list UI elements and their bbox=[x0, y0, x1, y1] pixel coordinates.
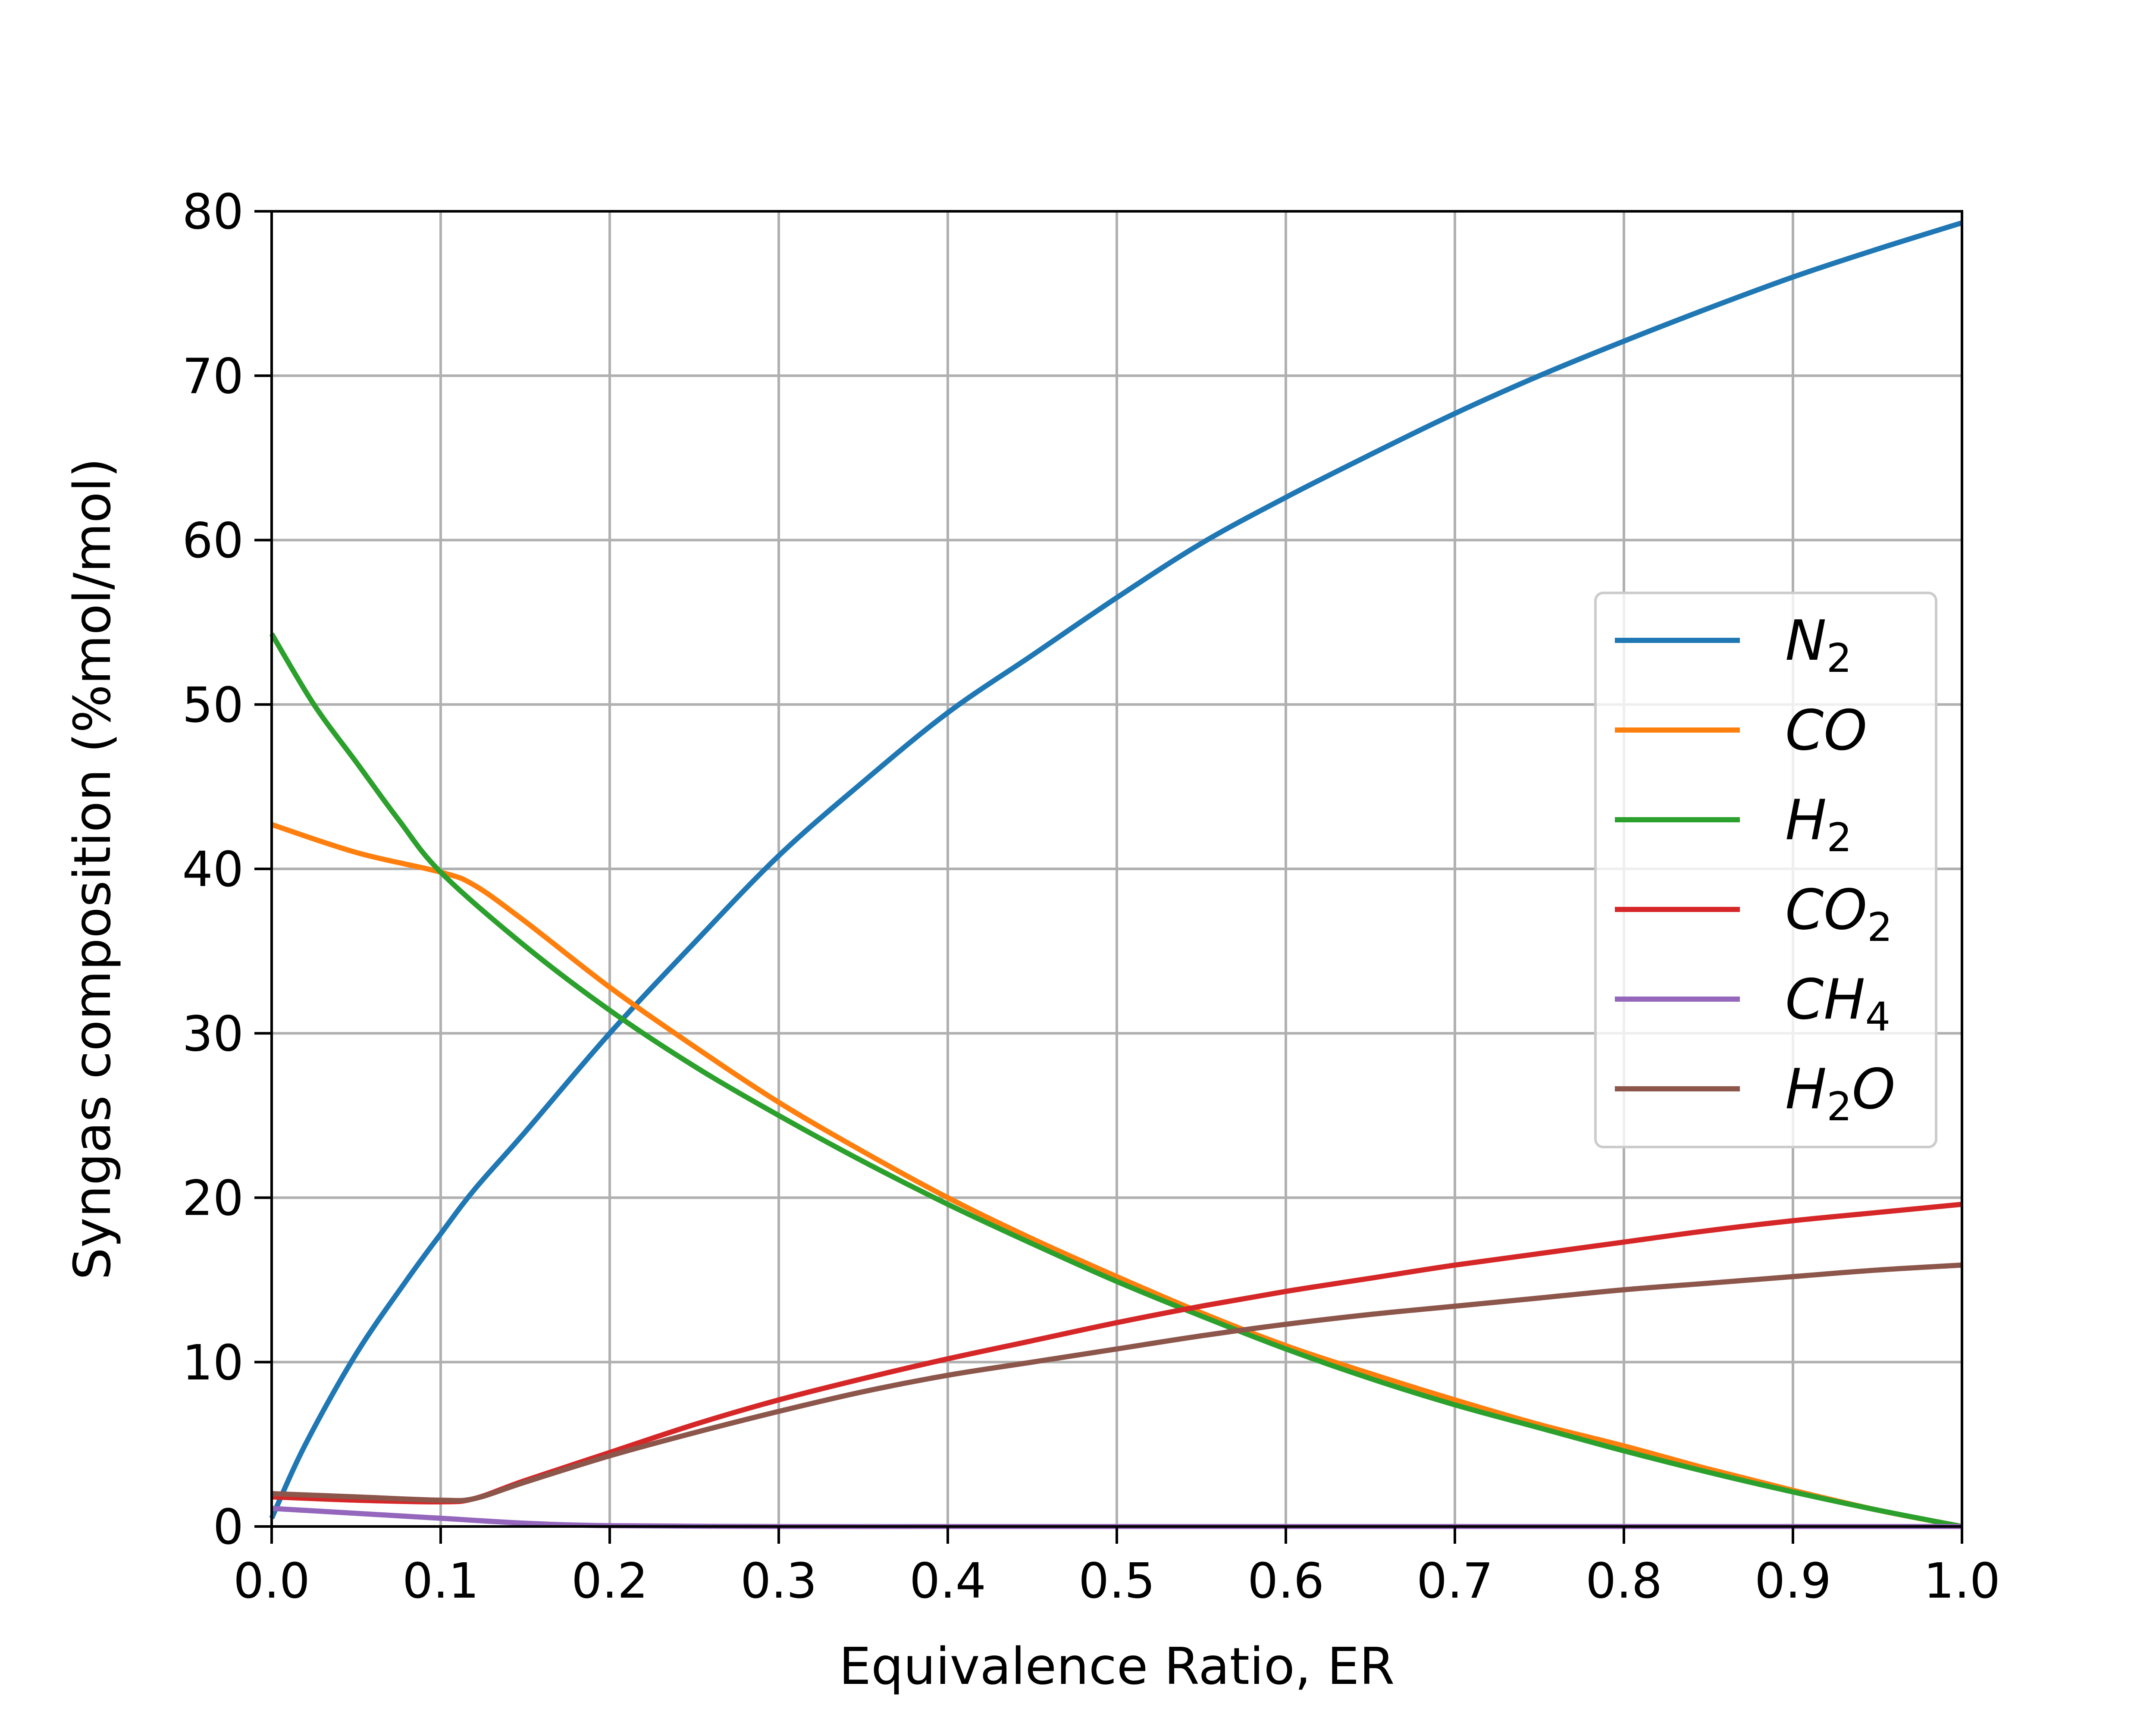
x-tick-label: 0.9 bbox=[1755, 1553, 1831, 1609]
series-line-co bbox=[271, 822, 1963, 1529]
legend-label-h2o: H2O bbox=[1785, 1057, 1896, 1130]
x-tick-label: 0.7 bbox=[1416, 1553, 1493, 1609]
x-tick-label: 0.6 bbox=[1247, 1553, 1324, 1609]
y-tick-label: 30 bbox=[182, 1006, 244, 1062]
x-axis-label: Equivalence Ratio, ER bbox=[839, 1636, 1395, 1696]
y-tick-label: 10 bbox=[182, 1335, 244, 1391]
legend-label-h2: H2 bbox=[1785, 788, 1852, 861]
legend: N2 CO H2 CO2 CH4 H2O bbox=[1594, 592, 1937, 1148]
x-tick-label: 0.4 bbox=[909, 1553, 986, 1609]
y-tick-label: 50 bbox=[182, 677, 244, 733]
series-line-n2 bbox=[269, 220, 1963, 1520]
y-axis-label: Syngas composition (%mol/mol) bbox=[63, 458, 122, 1280]
x-tick-label: 0.1 bbox=[402, 1553, 479, 1609]
x-tick-label: 0.3 bbox=[740, 1553, 817, 1609]
series-lines bbox=[269, 220, 1963, 1530]
x-tick-label: 0.5 bbox=[1078, 1553, 1155, 1609]
y-tick-label: 20 bbox=[182, 1171, 244, 1227]
axis-ticks: 0.0 0.1 0.2 0.3 0.4 0.5 0.6 0.7 0.8 0.9 1.0 0 10 20 30… bbox=[182, 184, 2000, 1609]
y-tick-label: 70 bbox=[182, 348, 244, 404]
y-tick-label: 60 bbox=[182, 513, 244, 569]
legend-label-n2: N2 bbox=[1785, 609, 1852, 681]
x-tick-label: 0.0 bbox=[233, 1553, 310, 1609]
y-tick-label: 80 bbox=[182, 184, 244, 240]
x-tick-label: 0.8 bbox=[1586, 1553, 1662, 1609]
series-line-h2o bbox=[271, 1262, 1962, 1503]
series-line-h2 bbox=[269, 632, 1963, 1529]
y-tick-label: 40 bbox=[182, 842, 244, 898]
legend-label-co2: CO2 bbox=[1785, 878, 1893, 950]
x-tick-label: 1.0 bbox=[1924, 1553, 2000, 1609]
legend-label-co: CO bbox=[1785, 699, 1867, 763]
y-tick-label: 0 bbox=[213, 1499, 244, 1555]
legend-label-ch4: CH4 bbox=[1785, 968, 1890, 1040]
x-tick-label: 0.2 bbox=[571, 1553, 648, 1609]
